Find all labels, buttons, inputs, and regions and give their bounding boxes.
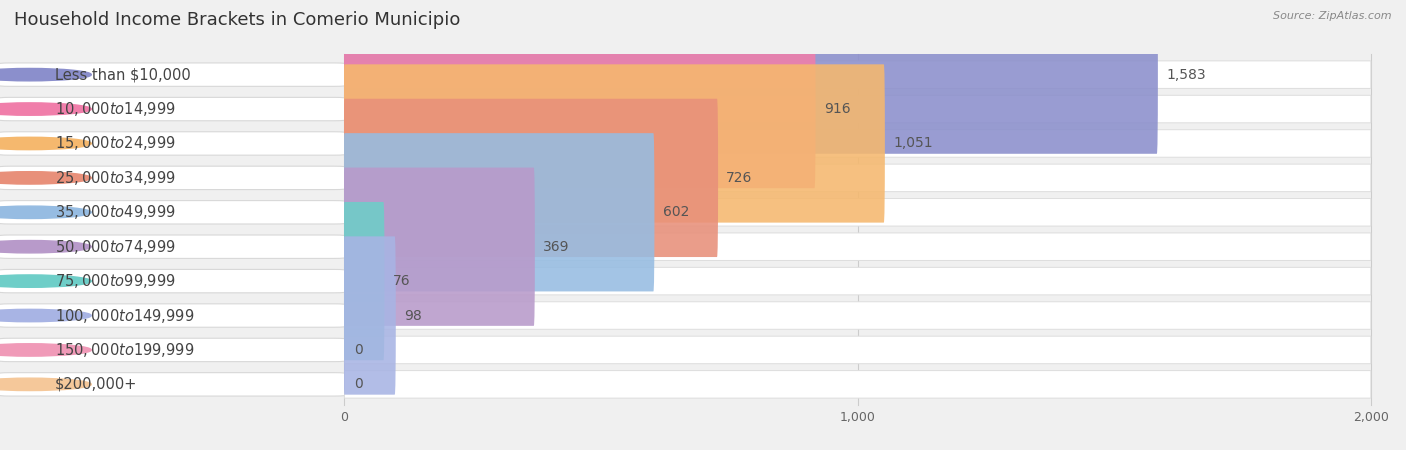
Text: 76: 76 — [392, 274, 411, 288]
FancyBboxPatch shape — [0, 132, 347, 155]
Circle shape — [0, 137, 91, 150]
Text: 369: 369 — [543, 240, 569, 254]
Circle shape — [0, 378, 91, 391]
FancyBboxPatch shape — [343, 30, 815, 188]
Text: 602: 602 — [662, 205, 689, 219]
FancyBboxPatch shape — [344, 233, 1371, 261]
FancyBboxPatch shape — [343, 167, 534, 326]
FancyBboxPatch shape — [343, 0, 1159, 154]
Text: $200,000+: $200,000+ — [55, 377, 138, 392]
FancyBboxPatch shape — [0, 235, 347, 258]
FancyBboxPatch shape — [344, 267, 1371, 295]
Text: 0: 0 — [354, 343, 363, 357]
FancyBboxPatch shape — [343, 236, 396, 395]
FancyBboxPatch shape — [343, 133, 654, 292]
Circle shape — [0, 103, 91, 115]
FancyBboxPatch shape — [344, 95, 1371, 123]
Circle shape — [0, 275, 91, 287]
FancyBboxPatch shape — [0, 166, 347, 189]
Circle shape — [0, 309, 91, 322]
FancyBboxPatch shape — [343, 202, 384, 360]
Text: Source: ZipAtlas.com: Source: ZipAtlas.com — [1274, 11, 1392, 21]
FancyBboxPatch shape — [0, 304, 347, 327]
Text: $75,000 to $99,999: $75,000 to $99,999 — [55, 272, 176, 290]
FancyBboxPatch shape — [344, 302, 1371, 329]
Text: 0: 0 — [354, 378, 363, 392]
Text: $100,000 to $149,999: $100,000 to $149,999 — [55, 306, 194, 324]
Text: Less than $10,000: Less than $10,000 — [55, 67, 191, 82]
Text: $35,000 to $49,999: $35,000 to $49,999 — [55, 203, 176, 221]
Text: $50,000 to $74,999: $50,000 to $74,999 — [55, 238, 176, 256]
Circle shape — [0, 172, 91, 184]
Text: 1,583: 1,583 — [1166, 68, 1206, 81]
FancyBboxPatch shape — [0, 201, 347, 224]
FancyBboxPatch shape — [344, 61, 1371, 88]
FancyBboxPatch shape — [0, 63, 347, 86]
Text: $15,000 to $24,999: $15,000 to $24,999 — [55, 135, 176, 153]
Circle shape — [0, 206, 91, 219]
FancyBboxPatch shape — [344, 130, 1371, 157]
FancyBboxPatch shape — [343, 64, 884, 223]
Circle shape — [0, 68, 91, 81]
Text: $25,000 to $34,999: $25,000 to $34,999 — [55, 169, 176, 187]
Circle shape — [0, 240, 91, 253]
FancyBboxPatch shape — [343, 99, 718, 257]
FancyBboxPatch shape — [344, 336, 1371, 364]
FancyBboxPatch shape — [0, 373, 347, 396]
Circle shape — [0, 344, 91, 356]
Text: Household Income Brackets in Comerio Municipio: Household Income Brackets in Comerio Mun… — [14, 11, 460, 29]
FancyBboxPatch shape — [0, 338, 347, 362]
Text: $10,000 to $14,999: $10,000 to $14,999 — [55, 100, 176, 118]
FancyBboxPatch shape — [344, 198, 1371, 226]
FancyBboxPatch shape — [344, 371, 1371, 398]
FancyBboxPatch shape — [0, 270, 347, 293]
Text: 916: 916 — [824, 102, 851, 116]
Text: 1,051: 1,051 — [893, 136, 932, 150]
FancyBboxPatch shape — [0, 97, 347, 121]
FancyBboxPatch shape — [344, 164, 1371, 192]
Text: $150,000 to $199,999: $150,000 to $199,999 — [55, 341, 194, 359]
Text: 726: 726 — [727, 171, 752, 185]
Text: 98: 98 — [404, 309, 422, 323]
